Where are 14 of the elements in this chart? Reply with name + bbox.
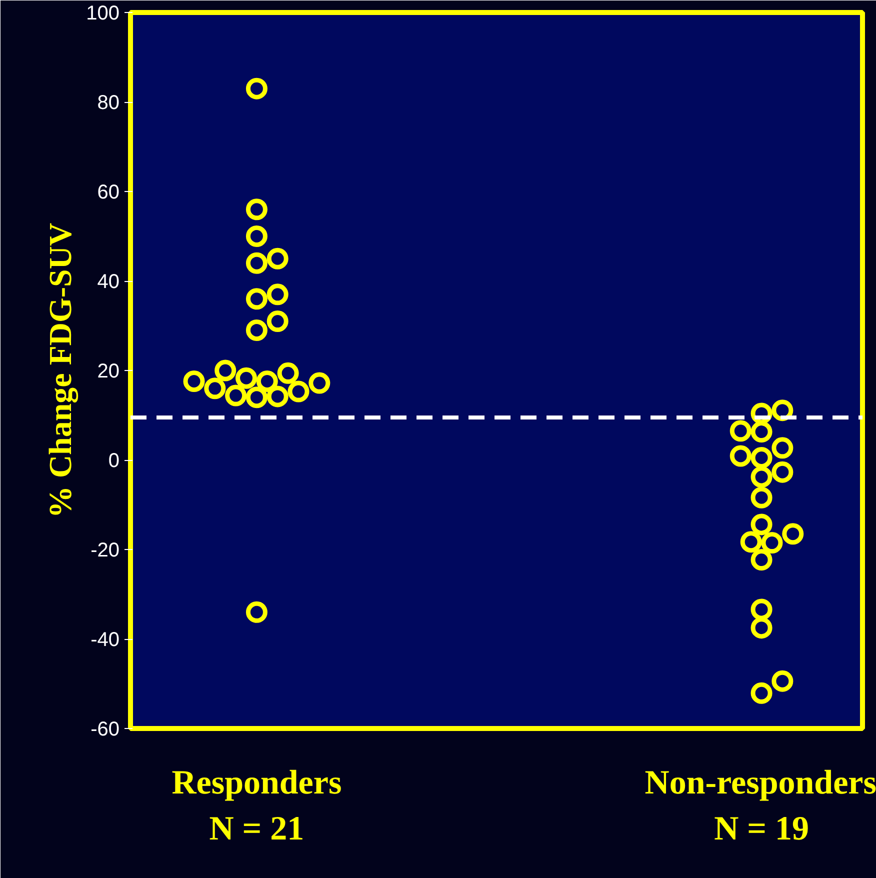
y-tick-label: 100 [86,2,120,24]
text: N = 19 [714,810,810,848]
x-tick-label: Non-responders [644,764,876,802]
y-axis-title: % Change FDG-SUV [42,222,80,518]
y-tick-label: 0 [108,450,120,472]
text: N = 21 [209,810,304,848]
x-tick-label: Responders [172,764,342,802]
y-tick-label: 40 [97,271,120,293]
y-tick-label: 80 [97,92,120,114]
y-tick-label: -60 [90,718,120,740]
y-tick-label: -20 [90,540,120,562]
y-tick-label: -40 [90,629,120,651]
y-tick-label: 60 [97,182,120,204]
y-tick-label: 20 [97,360,120,382]
